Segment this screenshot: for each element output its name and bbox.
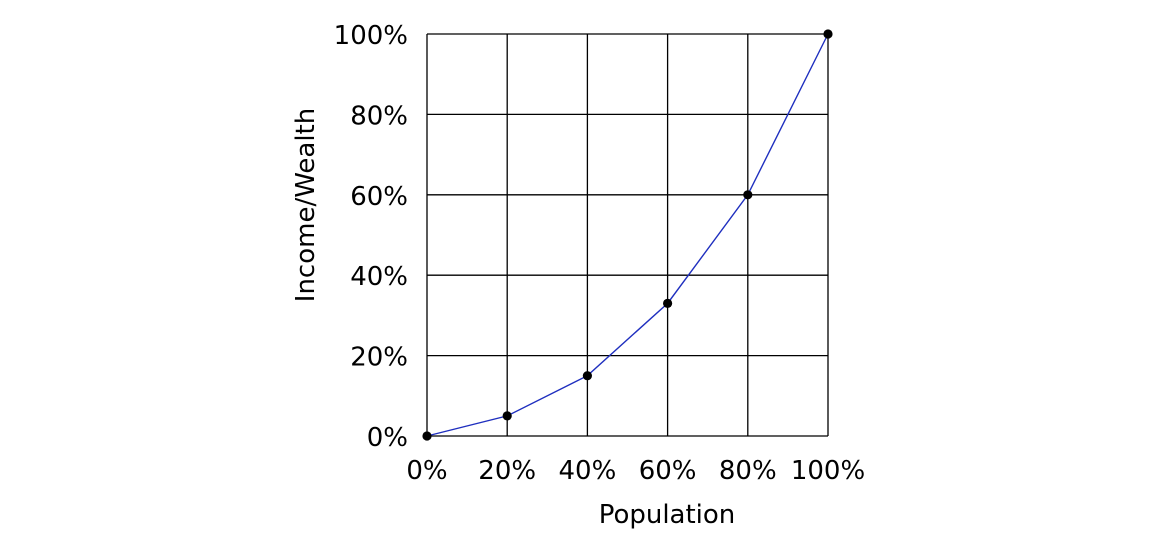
- x-tick-label: 20%: [478, 456, 536, 486]
- y-tick-label: 80%: [350, 101, 408, 131]
- y-axis-label: Income/Wealth: [291, 108, 321, 302]
- y-tick-label: 100%: [334, 21, 408, 51]
- grid: [426, 33, 829, 437]
- x-axis-label: Population: [599, 500, 736, 530]
- series-layer: [422, 29, 833, 441]
- x-tick-label: 80%: [719, 456, 777, 486]
- y-tick-label: 60%: [350, 182, 408, 212]
- x-tick-label: 60%: [639, 456, 697, 486]
- data-point: [823, 29, 833, 39]
- y-tick-label: 0%: [367, 423, 408, 453]
- data-point: [743, 190, 753, 200]
- x-tick-label: 0%: [406, 456, 447, 486]
- data-point: [502, 411, 512, 421]
- data-point: [663, 298, 673, 308]
- y-tick-label: 40%: [350, 262, 408, 292]
- y-tick-labels: 0% 20% 40% 60% 80% 100%: [334, 21, 408, 453]
- x-tick-label: 40%: [559, 456, 617, 486]
- data-point: [422, 431, 432, 441]
- y-tick-label: 20%: [350, 343, 408, 373]
- data-point: [582, 371, 593, 381]
- x-tick-labels: 0% 20% 40% 60% 80% 100%: [406, 456, 865, 486]
- series-line: [426, 33, 829, 437]
- x-tick-label: 100%: [791, 456, 865, 486]
